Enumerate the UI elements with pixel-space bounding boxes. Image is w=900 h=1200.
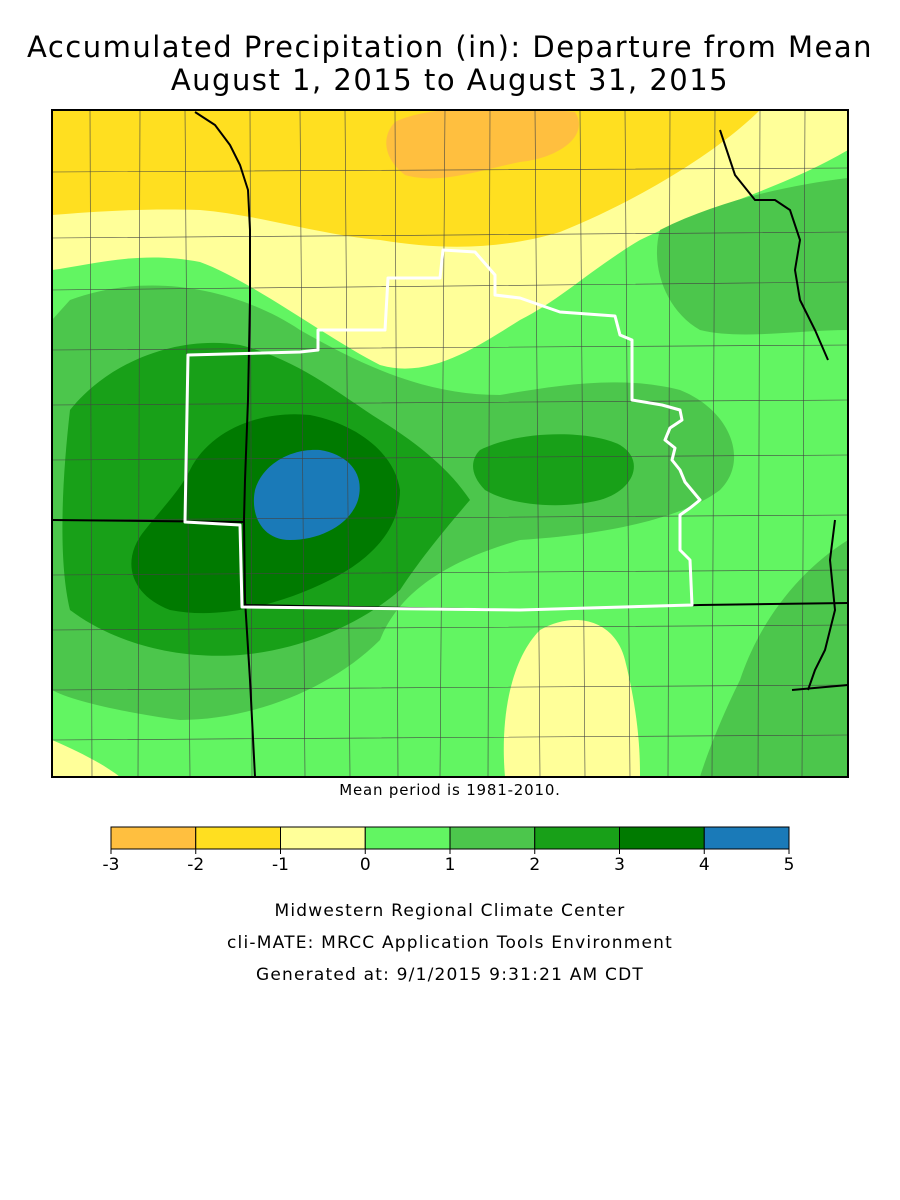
legend-tick-label: 4 [698,855,710,875]
state-outline [183,248,702,612]
map-title-line2: August 1, 2015 to August 31, 2015 [170,63,730,97]
legend-swatch [364,826,451,850]
region-1-to-2-se [700,540,848,777]
region-neg3-to-neg2 [386,110,579,179]
legend-tick-label: 0 [359,855,371,875]
county-boundaries [52,110,848,777]
credit-line3: Generated at: 9/1/2015 9:31:21 AM CDT [256,965,644,985]
legend-swatch [449,826,536,850]
map-field [52,110,848,777]
credit-line1: Midwestern Regional Climate Center [274,901,626,921]
legend-tick-label: -1 [272,855,289,875]
legend-tick-label: 2 [529,855,541,875]
credit-line2: cli-MATE: MRCC Application Tools Environ… [227,933,673,953]
region-neg1-to-0-sw [52,740,120,777]
legend-swatch [280,826,366,850]
legend-swatch [195,826,281,850]
legend-swatch [534,826,620,850]
legend-tick-label: 3 [614,855,625,875]
map-title-line1: Accumulated Precipitation (in): Departur… [26,30,874,64]
region-1-to-2-ne [656,178,848,335]
legend-swatch [703,826,790,850]
legend-swatch [110,826,197,850]
legend-tick-label: -3 [102,855,120,875]
region-4-to-5 [253,449,360,540]
color-legend [110,826,790,854]
legend-swatch [619,826,705,850]
mean-period-note: Mean period is 1981-2010. [339,781,561,799]
map-frame [51,109,849,778]
legend-tick-label: 5 [783,855,795,875]
legend-tick-label: -2 [187,855,205,875]
region-neg1-to-0-south [503,620,640,777]
legend-tick-label: 1 [444,855,456,875]
region-2-to-3-central [473,434,634,506]
